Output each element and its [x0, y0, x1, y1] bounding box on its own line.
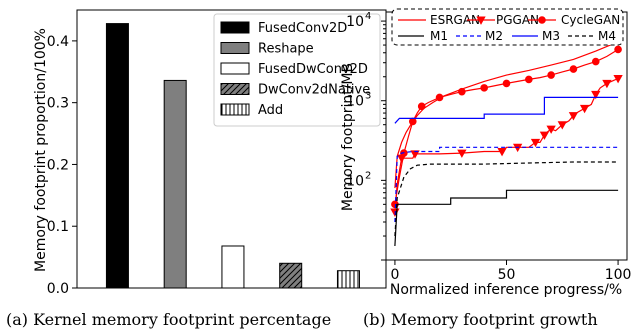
- bar-chart: 0.0 0.1 0.2 0.3 0.4 Memory footprint proport…: [33, 9, 387, 297]
- legend-swatch-fusedconv2d: [220, 21, 250, 34]
- bar-chart-legend: FusedConv2D Reshape FusedDwConv2D DwConv2dN…: [213, 13, 381, 127]
- legend-label-m1: M1: [430, 29, 448, 43]
- series-line-m2: [394, 146, 619, 223]
- bar-chart-legend-box: [213, 13, 381, 127]
- circle-marker: [502, 79, 511, 88]
- circle-marker: [480, 84, 488, 92]
- bar-chart-y-axis: 0.0 0.1 0.2 0.3 0.4: [47, 34, 77, 297]
- line-chart-frame: [385, 11, 628, 261]
- triangle-marker: [613, 75, 623, 84]
- circle-marker: [458, 87, 466, 96]
- bar-add: [336, 270, 360, 289]
- series-line-cyclegan: [394, 48, 619, 205]
- caption-right: (b) Memory footprint growth: [363, 310, 598, 329]
- y-tick-label-exponent: 4: [365, 11, 371, 22]
- legend-label-fuseddwconv2d: FusedDwConv2D: [258, 62, 368, 77]
- bar-reshape: [163, 79, 187, 289]
- legend-swatch-add: [220, 103, 250, 116]
- circle-marker: [408, 117, 417, 126]
- circle-marker: [435, 93, 444, 102]
- line-chart-x-label: Normalized inference progress/%: [390, 282, 622, 298]
- y-tick-label: 0.1: [47, 219, 69, 235]
- triangle-marker: [530, 138, 541, 148]
- circle-marker: [538, 16, 546, 24]
- line-chart-legend-box: [391, 8, 624, 46]
- triangle-marker: [457, 149, 467, 158]
- x-tick-label: 50: [498, 267, 516, 283]
- triangle-marker: [476, 16, 486, 25]
- y-tick-label: 0.4: [47, 34, 69, 50]
- bar-chart-y-label: Memory footprint proportion/100%: [33, 28, 49, 272]
- y-tick-label: 0.3: [47, 96, 69, 112]
- y-tick-label-exponent: 2: [365, 170, 371, 181]
- legend-label-m2: M2: [485, 29, 503, 43]
- legend-label-fusedconv2d: FusedConv2D: [258, 21, 347, 36]
- triangle-marker: [568, 112, 579, 121]
- legend-label-esrgan: ESRGAN: [430, 13, 480, 27]
- bar-fusedconv2d: [105, 23, 129, 289]
- series-line-esrgan: [394, 41, 619, 189]
- circle-marker: [591, 57, 600, 66]
- bar-chart-bars: [105, 23, 360, 289]
- circle-marker: [417, 102, 426, 111]
- x-tick-label: 100: [605, 267, 632, 283]
- legend-label-cyclegan: CycleGAN: [561, 13, 620, 27]
- triangle-marker: [591, 90, 601, 100]
- circle-marker: [614, 45, 622, 54]
- legend-label-m3: M3: [542, 29, 560, 43]
- triangle-marker: [546, 125, 556, 134]
- y-tick-label-exponent: 3: [365, 91, 371, 102]
- y-tick-label-base: 10: [346, 14, 364, 30]
- legend-label-dwconv2dnative: DwConv2dNative: [258, 83, 370, 98]
- triangle-marker: [410, 150, 420, 159]
- triangle-marker: [579, 104, 590, 114]
- legend-swatch-reshape: [220, 42, 250, 54]
- x-tick-label: 0: [390, 267, 399, 283]
- triangle-marker: [539, 131, 550, 140]
- legend-label-pggan: PGGAN: [496, 13, 539, 27]
- series-line-m4: [394, 161, 619, 237]
- legend-label-reshape: Reshape: [258, 42, 314, 57]
- legend-swatch-dwconv2dnative: [220, 83, 250, 95]
- series-line-m3: [394, 96, 619, 124]
- y-tick-label-base: 10: [346, 173, 364, 189]
- line-chart-series: [390, 41, 623, 247]
- legend-label-m4: M4: [598, 29, 616, 43]
- triangle-marker: [557, 121, 567, 130]
- line-chart-x-axis: 0 50 100: [390, 260, 631, 283]
- bar-fuseddwconv2d: [221, 245, 245, 289]
- y-tick-label-base: 10: [346, 94, 364, 110]
- caption-left: (a) Kernel memory footprint percentage: [6, 310, 331, 329]
- circle-marker: [569, 65, 578, 73]
- y-tick-label: 0.0: [47, 281, 69, 297]
- series-line-m1: [394, 189, 619, 247]
- circle-marker: [525, 75, 533, 84]
- bar-dwconv2dnative: [279, 262, 303, 289]
- line-chart-legend: ESRGAN PGGAN CycleGAN M1 M2 M3 M4: [391, 8, 624, 46]
- legend-label-add: Add: [258, 103, 283, 118]
- triangle-marker: [497, 148, 507, 157]
- triangle-marker: [602, 79, 612, 89]
- circle-marker: [547, 71, 555, 79]
- line-chart-y-label: Memory footprint/MB: [340, 63, 356, 211]
- y-tick-label: 0.2: [47, 157, 69, 173]
- legend-swatch-fuseddwconv2d: [220, 62, 250, 75]
